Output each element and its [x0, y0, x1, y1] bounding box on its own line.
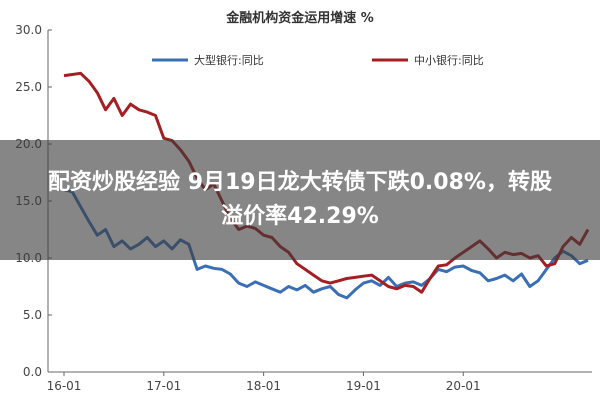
- x-tick-label: 17-01: [146, 379, 181, 393]
- y-tick-label: 0.0: [23, 365, 42, 379]
- x-tick-label: 18-01: [246, 379, 281, 393]
- x-tick-label: 19-01: [346, 379, 381, 393]
- y-tick-label: 5.0: [23, 308, 42, 322]
- chart-legend: 大型银行:同比 中小银行:同比: [152, 53, 484, 67]
- y-tick-label: 30.0: [15, 23, 42, 37]
- overlay-headline[interactable]: 配资炒股经验 9月19日龙大转债下跌0.08%，转股 溢价率42.29%: [0, 166, 600, 234]
- x-tick-label: 16-01: [47, 379, 82, 393]
- overlay-headline-line1: 配资炒股经验 9月19日龙大转债下跌0.08%，转股: [48, 170, 552, 195]
- x-tick-label: 20-01: [446, 379, 481, 393]
- y-tick-label: 25.0: [15, 80, 42, 94]
- overlay-banner: [0, 140, 600, 260]
- overlay-headline-line2: 溢价率42.29%: [221, 204, 379, 229]
- legend-label: 大型银行:同比: [194, 53, 264, 67]
- legend-label: 中小银行:同比: [414, 53, 484, 67]
- chart-title: 金融机构资金运用增速 %: [225, 10, 374, 26]
